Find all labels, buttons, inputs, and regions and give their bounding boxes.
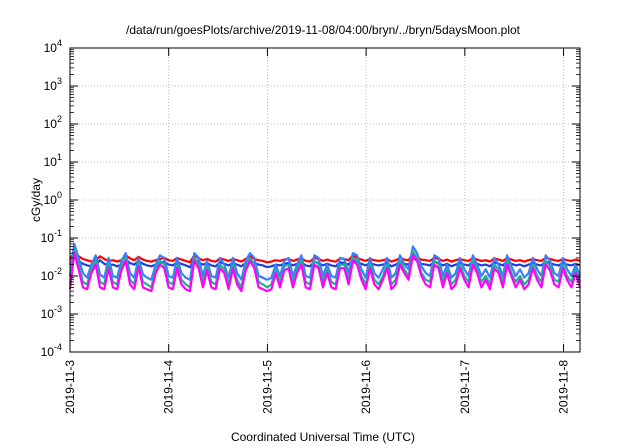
y-axis-label: cGy/day xyxy=(29,178,43,222)
series-line xyxy=(68,252,582,293)
series-layer xyxy=(68,242,582,293)
chart-title: /data/run/goesPlots/archive/2019-11-08/0… xyxy=(126,23,521,37)
x-tick-label: 2019-11-5 xyxy=(260,360,274,414)
x-axis-label: Coordinated Universal Time (UTC) xyxy=(231,430,415,444)
x-tick-label: 2019-11-4 xyxy=(162,360,176,414)
x-tick-label: 2019-11-3 xyxy=(63,360,77,414)
x-tick-label: 2019-11-6 xyxy=(359,360,373,414)
x-tick-label: 2019-11-7 xyxy=(458,360,472,414)
series-line xyxy=(68,242,582,281)
x-tick-label: 2019-11-8 xyxy=(557,360,571,414)
